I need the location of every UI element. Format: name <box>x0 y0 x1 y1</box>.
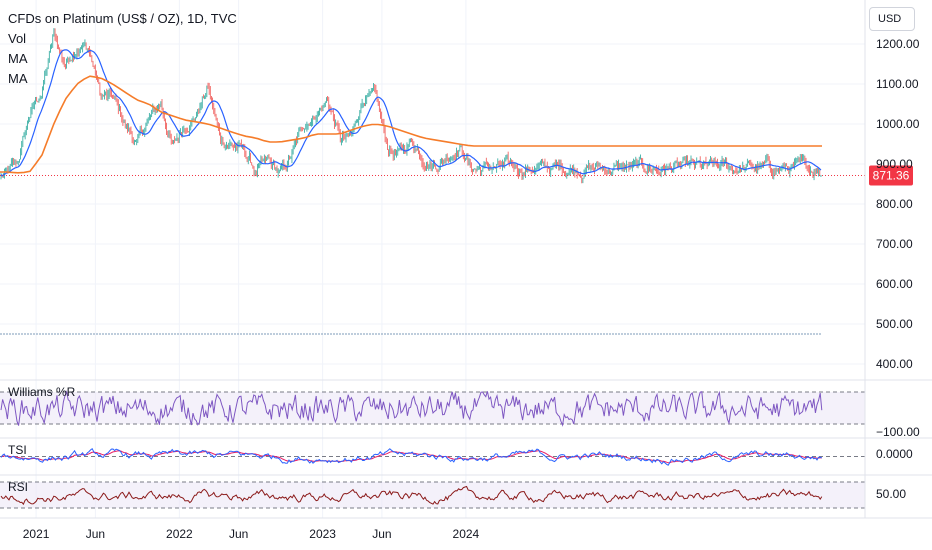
y-tick-label: 400.00 <box>876 357 913 371</box>
y-tick-label: 700.00 <box>876 237 913 251</box>
legend-ma-1[interactable]: MA <box>8 51 28 66</box>
pane-tick-label: −100.00 <box>876 425 920 439</box>
y-tick-label: 1100.00 <box>876 77 919 91</box>
ma-slow-line <box>0 75 822 174</box>
x-tick-label: Jun <box>229 527 248 541</box>
y-tick-label: 600.00 <box>876 277 913 291</box>
last-price-badge <box>869 165 913 186</box>
williams-pane[interactable]: Williams %R −100.00 <box>0 385 920 439</box>
tsi-pane[interactable]: TSI 0.0000 <box>0 443 913 466</box>
x-tick-label: 2024 <box>453 527 480 541</box>
x-tick-label: Jun <box>86 527 105 541</box>
y-tick-label: 1000.00 <box>876 117 920 131</box>
chart-title: CFDs on Platinum (US$ / OZ), 1D, TVC <box>8 11 237 26</box>
oscillator-line <box>0 390 823 427</box>
pane-tick-label: 50.00 <box>876 487 906 501</box>
y-tick-label: 500.00 <box>876 317 913 331</box>
candles <box>0 28 822 184</box>
pane-label: Williams %R <box>8 385 76 399</box>
x-tick-label: Jun <box>372 527 391 541</box>
y-tick-label: 900.00 <box>876 157 913 171</box>
price-pane[interactable]: 871.36 <box>0 28 913 335</box>
x-tick-label: 2021 <box>23 527 50 541</box>
last-price-label: 871.36 <box>873 168 910 182</box>
oscillator-line <box>0 447 822 466</box>
grid-lines <box>0 0 865 518</box>
oscillator-band <box>0 392 865 424</box>
pane-tick-label: 0.0000 <box>876 447 913 461</box>
y-tick-label: 1200.00 <box>876 37 920 51</box>
legend-ma-2[interactable]: MA <box>8 71 28 86</box>
pane-label: TSI <box>8 443 27 457</box>
pane-label: RSI <box>8 480 28 494</box>
x-tick-label: 2023 <box>309 527 336 541</box>
rsi-pane[interactable]: RSI 50.00 <box>0 480 906 509</box>
currency-button[interactable]: USD <box>869 7 915 31</box>
oscillator-line <box>0 485 823 506</box>
legend-vol[interactable]: Vol <box>8 31 27 46</box>
x-tick-label: 2022 <box>166 527 193 541</box>
ma-fast-line <box>0 49 822 177</box>
y-tick-label: 800.00 <box>876 197 913 211</box>
